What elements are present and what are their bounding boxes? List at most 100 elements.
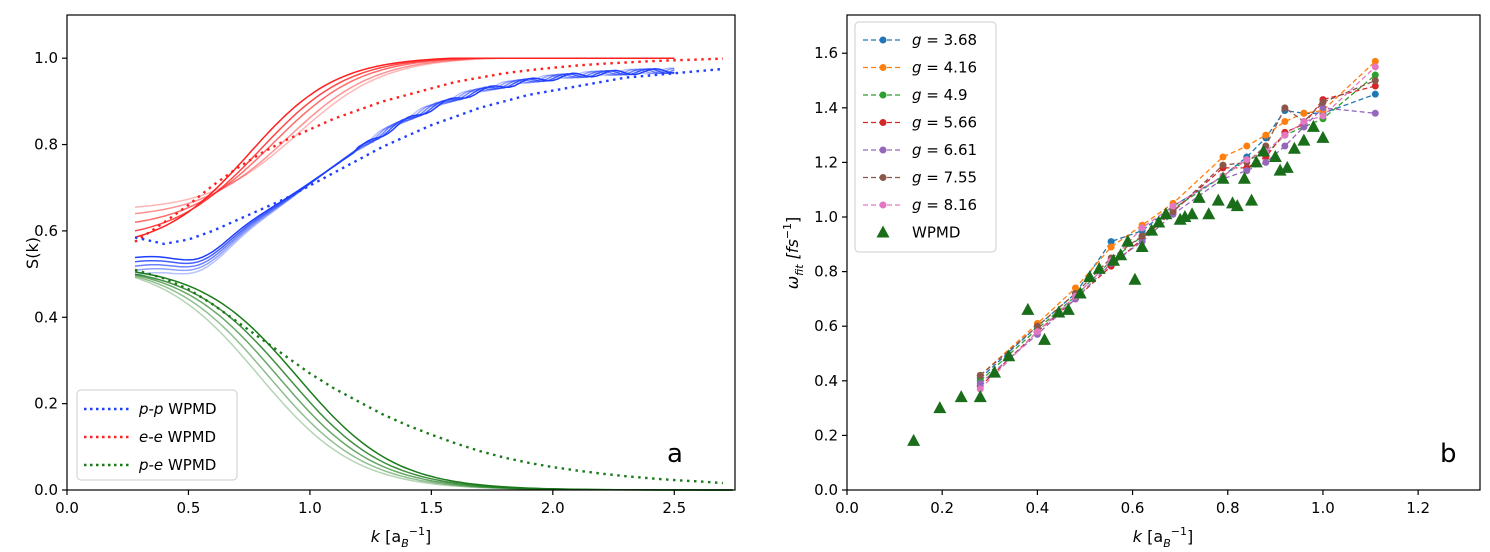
panel-label-a: a	[667, 439, 683, 469]
series-point	[976, 385, 984, 393]
series-point	[1262, 131, 1270, 139]
a-xtick-label: 0.5	[177, 499, 201, 517]
legend-b: g = 3.68 g = 4.16 g = 4.9 g = 5.66 g = 6.61 g…	[854, 21, 997, 253]
series-point	[1319, 112, 1327, 120]
series-point	[1138, 232, 1146, 240]
e-e-md-curve	[134, 57, 675, 224]
legend-swatch-marker	[879, 64, 887, 71]
series-point	[1262, 158, 1270, 166]
legend-label-ee: e-e WPMD	[139, 428, 216, 446]
wpmd-triangle-marker	[1256, 144, 1270, 157]
b-ytick-label: 0.6	[814, 317, 838, 335]
b-ytick-label: 0.8	[814, 263, 838, 281]
series-point	[1107, 238, 1115, 246]
a-ytick-label: 0.2	[34, 395, 58, 413]
series-point	[1033, 328, 1041, 336]
series-point	[1219, 153, 1227, 161]
wpmd-triangle-marker	[988, 365, 1002, 378]
wpmd-triangle-marker	[933, 401, 947, 414]
legend-label: WPMD	[912, 224, 960, 242]
legend-a: p-p WPMD e-e WPMD p-e WPMD	[76, 389, 238, 481]
wpmd-triangle-marker	[1185, 207, 1199, 220]
legend-box-b	[854, 21, 997, 253]
b-xtick-label: 0.6	[1121, 499, 1145, 517]
series-point	[1281, 104, 1289, 112]
series-point	[1371, 63, 1379, 71]
legend-swatch-marker	[879, 119, 887, 126]
wpmd-triangle-marker	[1107, 253, 1121, 266]
p-p-wpmd-series	[134, 67, 724, 246]
b-xtick-label: 1.0	[1311, 499, 1335, 517]
axes-frame-b	[846, 14, 1481, 491]
b-xtick-label: 0.8	[1216, 499, 1240, 517]
wpmd-triangle-marker	[1038, 332, 1052, 345]
wpmd-triangle-marker	[1237, 171, 1251, 184]
wpmd-markers-b	[907, 119, 1330, 446]
e-e-md-curve	[134, 57, 675, 215]
series-point	[1319, 104, 1327, 112]
x-ticks-b: 0.0 0.2 0.4 0.6 0.8 1.0 1.2	[835, 490, 1430, 517]
legend-label: g = 3.68	[912, 31, 977, 49]
p-p-md-curve	[134, 68, 675, 268]
a-ytick-label: 1.0	[34, 49, 58, 67]
wpmd-triangle-marker	[1128, 272, 1142, 285]
a-ytick-label: 0.8	[34, 136, 58, 154]
legend-label: g = 6.61	[912, 141, 977, 159]
b-xtick-label: 1.2	[1406, 499, 1430, 517]
a-xtick-label: 1.0	[298, 499, 322, 517]
series-point	[1371, 57, 1379, 65]
panel-a: 0.0 0.5 1.0 1.5 2.0 2.5 0.0 0.2 0.4 0.6 0.8 1.0 k …	[23, 14, 736, 550]
series-point	[1219, 161, 1227, 169]
a-xtick-label: 2.5	[662, 499, 686, 517]
wpmd-triangle-marker	[1073, 286, 1087, 299]
wpmd-triangle-marker	[1316, 130, 1330, 143]
x-axis-title-a: k [aB−1]	[371, 525, 431, 550]
wpmd-triangle-marker	[1249, 155, 1263, 168]
series-point	[1371, 71, 1379, 79]
a-ytick-label: 0.6	[34, 222, 58, 240]
legend-swatch-marker	[879, 174, 887, 181]
a-xtick-label: 1.5	[419, 499, 443, 517]
series-point	[976, 380, 984, 388]
wpmd-triangle-marker	[1245, 193, 1259, 206]
y-axis-title-b: ωfit [fs−1]	[781, 217, 806, 290]
wpmd-triangle-marker	[1002, 349, 1016, 362]
e-e-wpmd-series	[134, 57, 723, 243]
series-point	[1300, 123, 1308, 131]
wpmd-triangle-marker	[954, 390, 968, 403]
series-point	[1169, 202, 1177, 210]
wpmd-triangle-marker	[1230, 199, 1244, 212]
legend-label: g = 8.16	[912, 196, 977, 214]
series-point	[1281, 117, 1289, 125]
wpmd-triangle-marker	[973, 390, 987, 403]
series-point	[1138, 224, 1146, 232]
b-ytick-label: 1.4	[814, 99, 838, 117]
wpmd-triangle-marker	[1135, 240, 1149, 253]
wpmd-triangle-marker	[1159, 207, 1173, 220]
wpmd-triangle-marker	[1114, 248, 1128, 261]
wpmd-triangle-marker	[1280, 160, 1294, 173]
series-point	[1281, 142, 1289, 150]
legend-label: g = 5.66	[912, 114, 977, 132]
a-ytick-label: 0.4	[34, 308, 58, 326]
panel-b: 0.0 0.2 0.4 0.6 0.8 1.0 1.2 0.0 0.2 0.4 0.6 0.8 1.0…	[781, 14, 1481, 550]
wpmd-triangle-marker	[1092, 261, 1106, 274]
series-point	[1033, 322, 1041, 330]
wpmd-triangle-marker	[1202, 207, 1216, 220]
series-point	[1243, 156, 1251, 164]
wpmd-triangle-marker	[1211, 193, 1225, 206]
a-xtick-label: 0.0	[55, 499, 79, 517]
legend-label: g = 4.16	[912, 59, 977, 77]
y-axis-title-a: S(k)	[23, 237, 42, 269]
series-point	[976, 371, 984, 379]
wpmd-triangle-marker	[1021, 302, 1035, 315]
series-point	[1281, 131, 1289, 139]
wpmd-triangle-marker	[1152, 215, 1166, 228]
series-point	[1371, 77, 1379, 85]
a-ytick-label: 0.0	[34, 481, 58, 499]
wpmd-triangle-marker	[1268, 149, 1282, 162]
p-p-md-curve	[134, 67, 675, 276]
series-point	[1169, 208, 1177, 216]
wpmd-triangle-marker	[1306, 119, 1320, 132]
legend-swatch-marker	[879, 201, 887, 209]
